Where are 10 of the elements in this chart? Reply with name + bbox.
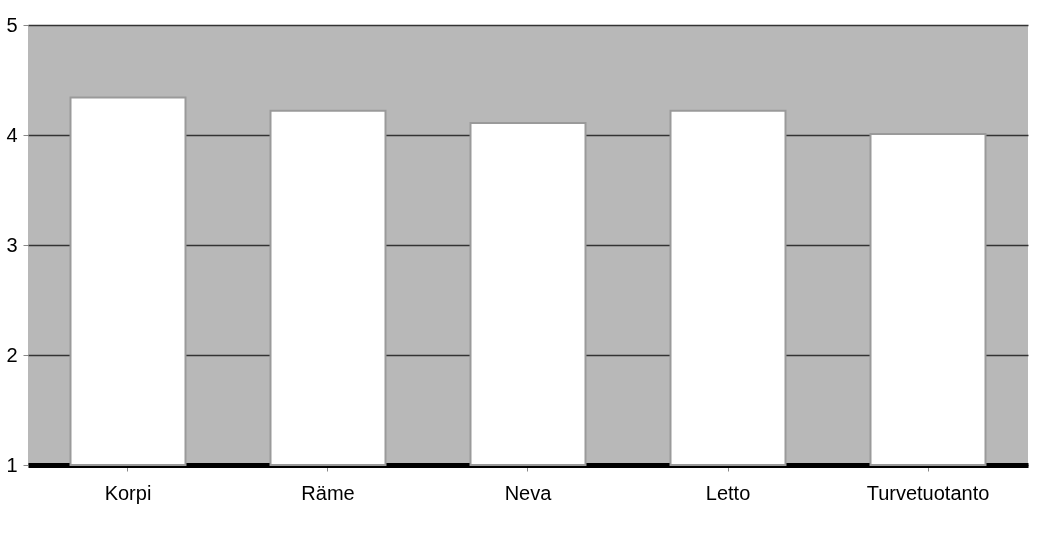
- y-tick-label: 4: [6, 123, 18, 146]
- y-tick-label: 5: [6, 13, 18, 36]
- y-tick-label: 2: [6, 343, 18, 366]
- x-tick-label: Turvetuotanto: [866, 481, 990, 504]
- x-tick-label: Räme: [301, 481, 355, 504]
- x-tick-label: Letto: [705, 481, 751, 504]
- y-tick-label: 1: [6, 453, 18, 476]
- x-tick-label: Neva: [504, 481, 553, 504]
- x-tick-label: Korpi: [104, 481, 152, 504]
- y-tick-label: 3: [6, 233, 18, 256]
